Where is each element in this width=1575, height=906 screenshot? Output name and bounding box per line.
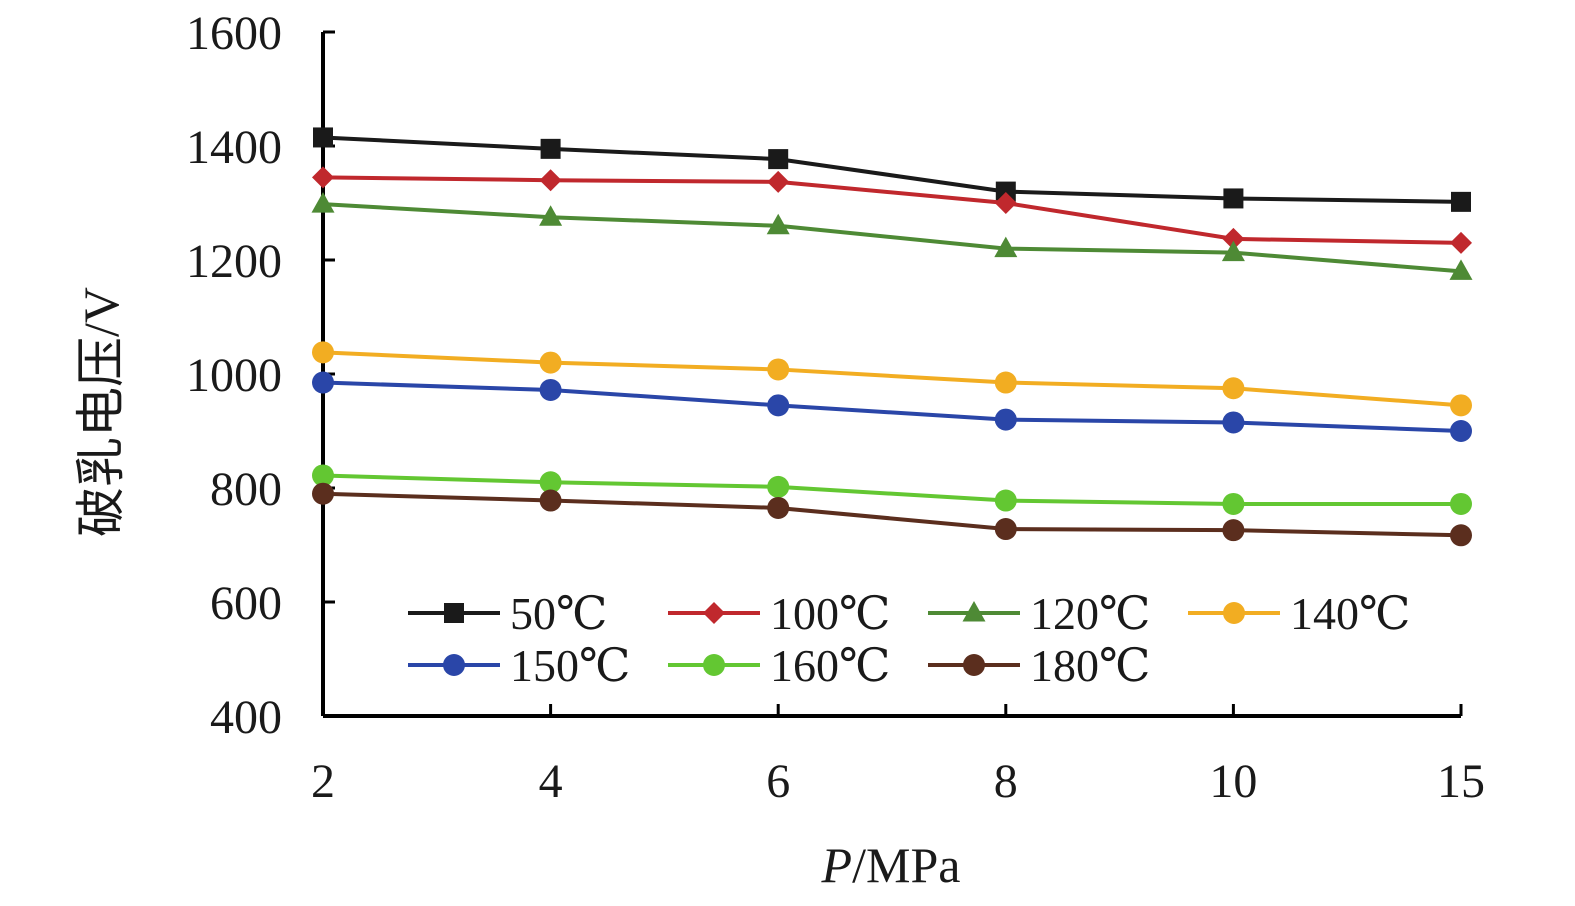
legend-marker — [443, 654, 465, 676]
legend-item: 50℃ — [408, 588, 607, 639]
series-line — [322, 202, 1462, 274]
legend-label: 150℃ — [510, 640, 630, 691]
y-tick-label: 1600 — [186, 7, 282, 60]
data-point — [766, 213, 790, 235]
y-tick-label: 1200 — [186, 235, 282, 288]
data-point — [994, 236, 1018, 258]
legend-item: 120℃ — [928, 588, 1150, 639]
x-axis-ticks: 2 4 6 8 10 15 — [311, 704, 1485, 808]
y-tick-label: 400 — [210, 691, 282, 744]
data-point — [1450, 394, 1472, 417]
legend-item: 180℃ — [928, 640, 1150, 691]
legend-item: 100℃ — [668, 588, 890, 639]
legend-marker — [703, 602, 725, 624]
data-point — [1222, 519, 1245, 542]
data-point — [539, 378, 562, 401]
data-point — [994, 408, 1017, 431]
legend-item: 160℃ — [668, 640, 890, 691]
data-point — [767, 358, 790, 381]
legend-item: 150℃ — [408, 640, 630, 691]
data-point — [539, 489, 562, 512]
legend-item: 140℃ — [1188, 588, 1410, 639]
series-line — [322, 135, 1462, 204]
data-point — [767, 496, 790, 519]
data-point — [994, 371, 1017, 394]
legend-marker — [444, 603, 464, 623]
legend-label: 140℃ — [1290, 588, 1410, 639]
data-point — [767, 475, 790, 498]
data-point — [994, 518, 1017, 541]
data-point — [1450, 524, 1472, 547]
legend-label: 120℃ — [1030, 588, 1150, 639]
series-5 — [312, 464, 1472, 515]
data-point — [1223, 188, 1244, 209]
data-point — [312, 482, 334, 505]
x-axis-title-unit: /MPa — [852, 837, 960, 893]
data-point — [768, 149, 789, 170]
series-2 — [311, 192, 1473, 280]
data-point — [312, 371, 334, 394]
data-point — [1222, 227, 1245, 250]
data-point — [539, 205, 563, 226]
data-point — [1450, 420, 1472, 442]
data-point — [540, 138, 561, 159]
series-4 — [312, 371, 1472, 442]
data-point — [1449, 259, 1473, 280]
x-tick-label: 4 — [539, 755, 563, 808]
data-point — [1221, 240, 1245, 262]
x-tick-label: 6 — [766, 755, 790, 808]
data-point — [1451, 191, 1471, 212]
x-tick-label: 15 — [1437, 755, 1485, 808]
data-point — [539, 169, 562, 192]
y-tick-label: 800 — [210, 463, 282, 516]
y-axis-ticks: 400 600 800 1000 1200 1400 1600 — [186, 7, 335, 744]
data-point — [1222, 377, 1245, 400]
series-line — [322, 473, 1461, 506]
data-point — [312, 464, 334, 487]
series-0 — [313, 127, 1471, 212]
data-point — [539, 351, 562, 374]
data-point — [313, 127, 333, 148]
legend-label: 160℃ — [770, 640, 890, 691]
x-tick-label: 2 — [311, 755, 335, 808]
x-tick-label: 10 — [1209, 755, 1257, 808]
series-line — [322, 350, 1462, 408]
legend-marker — [963, 654, 985, 676]
series-line — [322, 175, 1462, 245]
y-tick-label: 600 — [210, 577, 282, 630]
series-1 — [312, 166, 1472, 254]
series-layer — [311, 127, 1473, 547]
data-point — [1450, 231, 1472, 254]
series-line — [322, 380, 1462, 433]
data-point — [1222, 411, 1245, 434]
data-point — [1222, 492, 1245, 515]
legend-label: 50℃ — [510, 588, 607, 639]
legend-marker — [703, 654, 725, 676]
data-point — [767, 394, 790, 417]
y-tick-label: 1000 — [186, 349, 282, 402]
data-point — [995, 181, 1016, 202]
legend: 50℃ 100℃ 120℃ 140℃ 150℃ 160℃ 180℃ — [408, 588, 1410, 691]
y-axis-title: 破乳电压/V — [73, 287, 129, 537]
series-3 — [312, 341, 1472, 417]
series-line — [322, 491, 1462, 538]
series-6 — [312, 482, 1472, 547]
data-point — [994, 489, 1017, 512]
data-point — [312, 166, 334, 189]
legend-marker — [1223, 602, 1245, 624]
x-axis-title: P/MPa — [821, 837, 961, 893]
data-point — [311, 192, 335, 213]
data-point — [539, 471, 562, 494]
data-point — [767, 170, 790, 193]
x-tick-label: 8 — [994, 755, 1018, 808]
x-axis-title-var: P — [821, 837, 853, 893]
legend-marker — [962, 601, 986, 622]
data-point — [312, 341, 334, 364]
data-point — [994, 192, 1017, 214]
y-tick-label: 1400 — [186, 121, 282, 174]
legend-label: 180℃ — [1030, 640, 1150, 691]
data-point — [1450, 492, 1472, 515]
legend-label: 100℃ — [770, 588, 890, 639]
